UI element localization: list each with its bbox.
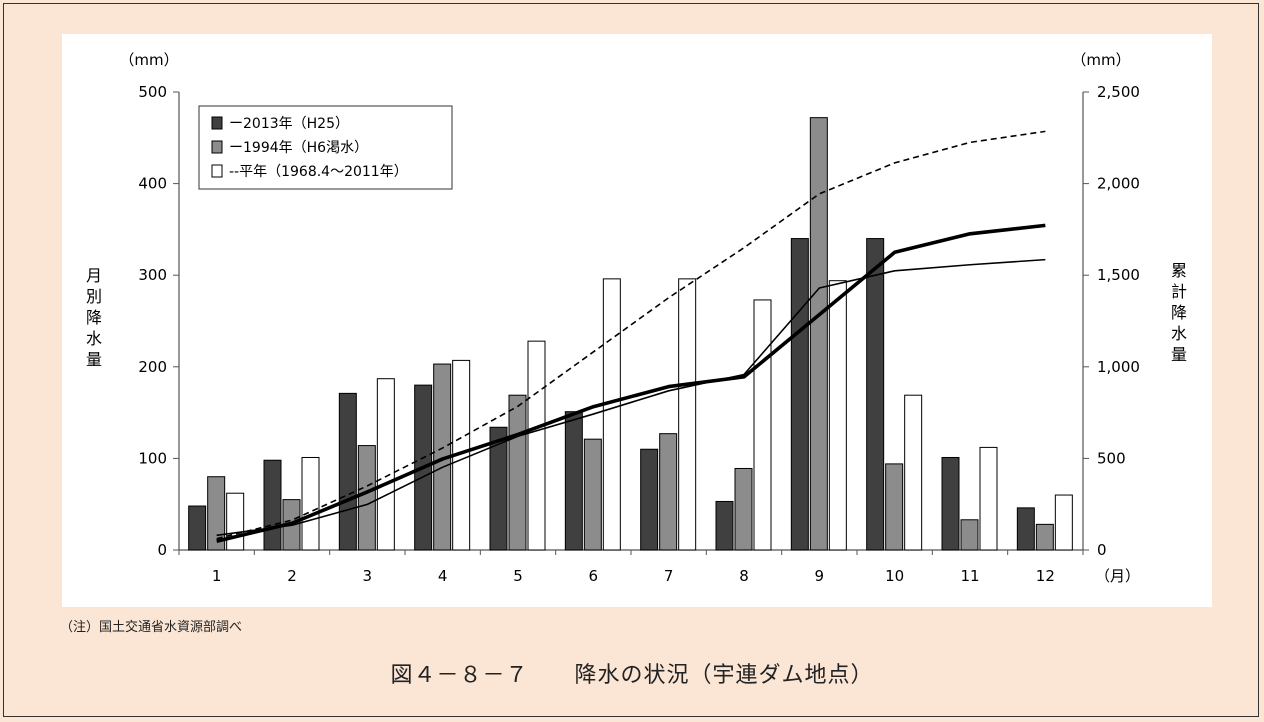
x-axis-unit: （月） [1095, 567, 1140, 585]
bar-series-2 [357, 445, 376, 551]
bar-series-1 [640, 448, 659, 551]
bar-series-1 [564, 411, 583, 551]
bar-series-3 [828, 280, 847, 551]
legend-swatch-2 [211, 140, 223, 154]
bar-series-2 [960, 519, 979, 551]
bar-series-1 [263, 459, 282, 551]
left-axis-label: 月別降水量 [86, 266, 102, 369]
cumulative-line-2 [216, 258, 1046, 537]
bar-series-1 [866, 238, 885, 551]
bar-series-1 [188, 505, 207, 551]
bar-series-3 [602, 278, 621, 551]
right-axis-tick-label: 2,000 [1097, 175, 1140, 193]
left-axis-tick-label: 0 [157, 541, 167, 559]
left-axis-tick-label: 400 [138, 175, 167, 193]
figure-frame: 0 100 200 300 400 500 0 500 1,000 1,500 2,000 2,500… [3, 3, 1259, 717]
legend-swatch-1 [211, 116, 223, 130]
right-axis-tick-label: 1,000 [1097, 358, 1140, 376]
cumulative-line-3 [216, 130, 1046, 540]
legend-label-2: ー1994年（H6渇水） [229, 140, 368, 156]
bar-series-2 [659, 433, 678, 551]
bar-series-3 [678, 278, 697, 551]
right-axis-tick-label: 0 [1097, 541, 1107, 559]
x-axis-tick-label: 8 [739, 567, 749, 585]
bar-series-2 [207, 476, 226, 551]
bar-series-1 [715, 500, 734, 551]
bar-series-2 [1035, 523, 1054, 551]
legend-swatch-3 [211, 164, 223, 178]
x-axis-tick-label: 9 [815, 567, 825, 585]
x-axis-tick-label: 10 [885, 567, 904, 585]
right-axis-tick-label: 1,500 [1097, 266, 1140, 284]
cumulative-line-1 [216, 223, 1046, 543]
legend-label-3: --平年（1968.4～2011年） [229, 164, 408, 180]
bar-series-1 [941, 456, 960, 551]
right-axis-unit: （mm） [1071, 51, 1130, 69]
bar-series-3 [226, 492, 245, 551]
source-note: （注）国土交通省水資源部調べ [60, 620, 243, 635]
x-axis-tick-label: 3 [363, 567, 373, 585]
x-axis-tick-label: 11 [960, 567, 979, 585]
left-axis-tick-label: 200 [138, 358, 167, 376]
bar-series-3 [753, 299, 772, 551]
x-axis-tick-label: 2 [287, 567, 297, 585]
x-axis-tick-label: 7 [664, 567, 674, 585]
figure-caption: 図４－８－７ 降水の状況（宇連ダム地点） [390, 663, 874, 688]
bar-series-2 [809, 117, 828, 551]
bar-series-1 [489, 426, 508, 551]
left-axis-tick-label: 300 [138, 266, 167, 284]
bar-series-3 [376, 378, 395, 551]
bar-series-3 [904, 394, 923, 551]
x-axis-tick-label: 6 [589, 567, 599, 585]
bar-series-1 [338, 392, 357, 551]
right-axis-label: 累計降水量 [1171, 261, 1187, 364]
bar-series-3 [527, 340, 546, 551]
plot-panel: 0 100 200 300 400 500 0 500 1,000 1,500 2,000 2,500… [62, 34, 1212, 607]
x-axis-tick-label: 4 [438, 567, 448, 585]
right-axis-tick-label: 500 [1097, 449, 1126, 467]
rainfall-chart: 0 100 200 300 400 500 0 500 1,000 1,500 2,000 2,500… [86, 51, 1187, 585]
x-axis-tick-label: 12 [1036, 567, 1055, 585]
bar-series-2 [734, 467, 753, 551]
bar-series-1 [790, 238, 809, 551]
left-axis-unit: （mm） [119, 51, 178, 69]
x-axis-tick-label: 5 [513, 567, 523, 585]
right-axis-tick-label: 2,500 [1097, 83, 1140, 101]
legend-label-1: ー2013年（H25） [229, 116, 349, 132]
bar-series-2 [583, 438, 602, 551]
bar-series-3 [979, 446, 998, 551]
bar-series-1 [1016, 507, 1035, 551]
x-axis-tick-label: 1 [212, 567, 222, 585]
bar-series-2 [885, 463, 904, 551]
bar-series-2 [508, 394, 527, 551]
legend-box [198, 105, 453, 190]
left-axis-tick-label: 100 [138, 449, 167, 467]
bar-series-3 [1054, 494, 1073, 551]
left-axis-tick-label: 500 [138, 83, 167, 101]
bar-series-3 [301, 456, 320, 551]
